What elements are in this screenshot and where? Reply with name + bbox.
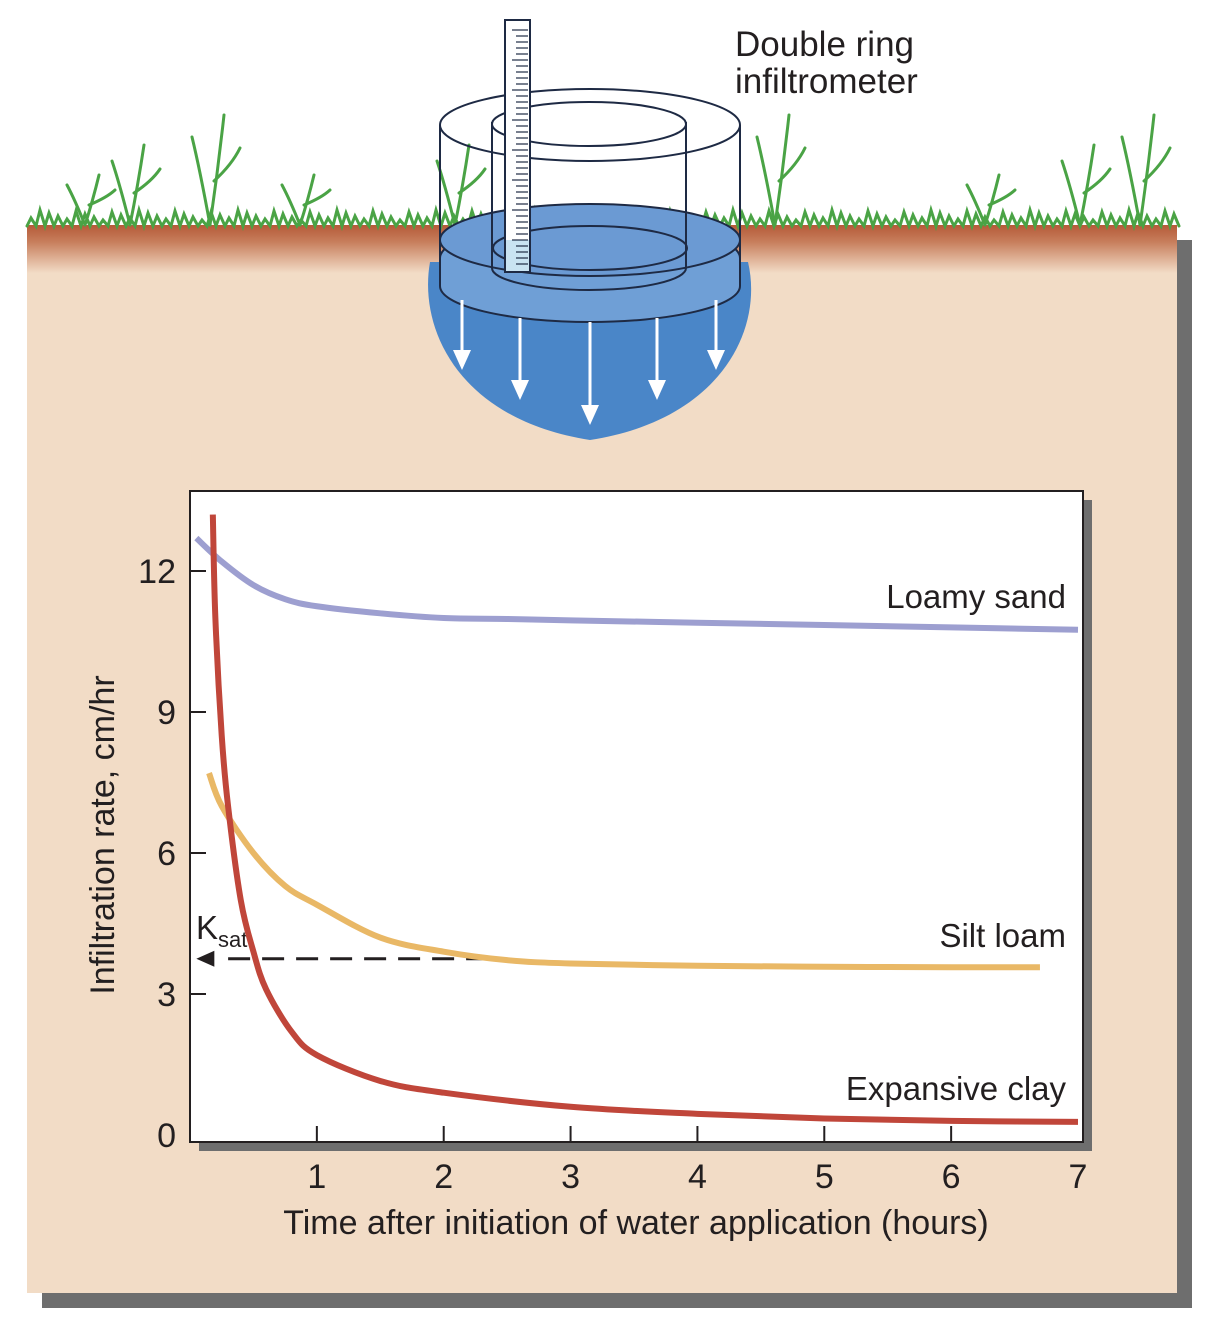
series-label-1: Silt loam (939, 917, 1066, 954)
weed-plant (1120, 113, 1172, 227)
y-axis-title: Infiltration rate, cm/hr (84, 675, 122, 994)
chart-panel (189, 490, 1084, 1143)
outer-ring (439, 125, 741, 262)
flow-arrow (707, 300, 725, 370)
x-tick-label: 2 (434, 1158, 453, 1196)
series-line-2 (209, 514, 1079, 1125)
weed-plant (965, 173, 1017, 227)
infiltrometer-illustration (428, 19, 752, 440)
series-label-2: Expansive clay (846, 1070, 1067, 1107)
outer-ring-top (439, 88, 741, 162)
weed-plant (755, 113, 807, 227)
y-tick-label: 12 (138, 553, 176, 591)
series-line-1 (206, 772, 1040, 971)
inner-ring-bottom (491, 267, 687, 291)
y-tick-label: 0 (157, 1117, 176, 1155)
x-tick-label: 5 (815, 1158, 834, 1196)
x-tick-label: 1 (307, 1158, 326, 1196)
ksat-label: Ksat (196, 909, 247, 952)
ruler (504, 19, 531, 273)
weed-plant (1060, 143, 1112, 227)
flow-arrow (581, 322, 599, 425)
diagram-label-line1: Double ring (735, 25, 914, 64)
y-tick-label: 3 (157, 976, 176, 1014)
diagram-label-line2: infiltrometer (735, 62, 918, 101)
series-line-0 (194, 535, 1079, 633)
weed-plant (280, 173, 332, 227)
weed-plant (190, 113, 242, 227)
x-tick-label: 7 (1069, 1158, 1088, 1196)
x-axis-title: Time after initiation of water applicati… (283, 1204, 989, 1242)
weed-plant (110, 143, 162, 227)
x-tick-label: 6 (942, 1158, 961, 1196)
weed-plant (65, 173, 117, 227)
x-tick-label: 4 (688, 1158, 707, 1196)
grass-strip (25, 113, 1181, 232)
flow-arrow (511, 318, 529, 400)
ruler-water (506, 240, 529, 271)
flow-arrow (453, 300, 471, 370)
x-tick-label: 3 (561, 1158, 580, 1196)
flow-arrow (648, 318, 666, 400)
y-tick-label: 6 (157, 835, 176, 873)
series-label-0: Loamy sand (886, 578, 1066, 615)
ksat-arrowhead (196, 950, 215, 967)
y-tick-label: 9 (157, 694, 176, 732)
inner-ring-top (491, 101, 687, 147)
ruler-ticks (512, 29, 528, 265)
flow-arrows (453, 300, 725, 425)
weed-plant (435, 143, 487, 227)
inner-ring (491, 122, 687, 268)
